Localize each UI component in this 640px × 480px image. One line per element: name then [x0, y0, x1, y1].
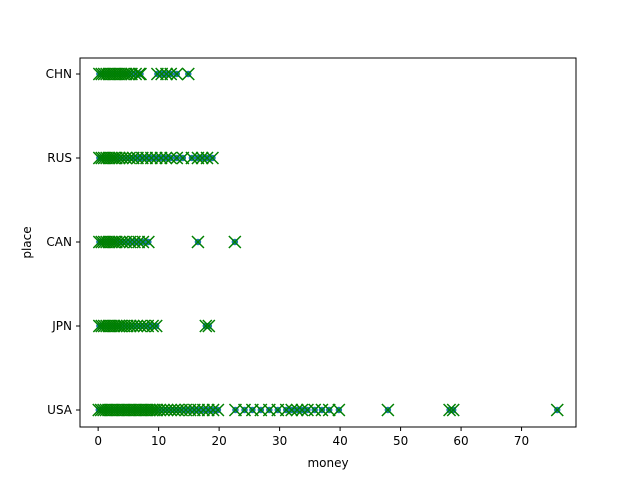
data-point-x [147, 403, 161, 417]
data-point-x [149, 319, 163, 333]
x-tick-label: 40 [332, 434, 347, 448]
data-point-x [170, 151, 184, 165]
data-point-x [114, 319, 128, 333]
data-point-x [191, 235, 205, 249]
data-point-x [201, 403, 215, 417]
data-point-x [290, 403, 304, 417]
x-tick-label: 0 [94, 434, 102, 448]
data-point-x [170, 67, 184, 81]
y-axis: USA JPN CAN RUS CHN [46, 67, 80, 417]
data-point-x [211, 403, 225, 417]
data-point-x [149, 151, 163, 165]
data-point-x [155, 67, 169, 81]
data-point-x [195, 151, 209, 165]
x-tick-label: 10 [151, 434, 166, 448]
data-point-x [135, 151, 149, 165]
data-point-x [117, 319, 131, 333]
y-tick-label: CHN [46, 67, 72, 81]
data-point-x [202, 319, 216, 333]
data-point-x [279, 403, 293, 417]
data-point-x [109, 235, 123, 249]
data-point-x [120, 319, 134, 333]
x-axis: 0 10 20 30 40 50 60 70 [94, 427, 529, 448]
x-tick-label: 60 [453, 434, 468, 448]
y-tick-label: CAN [46, 235, 72, 249]
data-point-x [332, 403, 346, 417]
data-point-x [164, 151, 178, 165]
data-point-x [228, 235, 242, 249]
chart-marks [92, 67, 564, 417]
data-point-x [123, 319, 137, 333]
data-point-x [133, 67, 148, 81]
x-tick-label: 30 [272, 434, 287, 448]
data-point-x [176, 151, 190, 165]
data-point-x [196, 403, 210, 417]
data-point-x [550, 403, 564, 417]
data-point-x [112, 151, 126, 165]
data-point-x [112, 235, 126, 249]
data-point-x [141, 235, 155, 249]
data-point-x [205, 151, 219, 165]
data-point-x [443, 403, 457, 417]
data-point-x [146, 319, 160, 333]
data-point-x [199, 319, 213, 333]
data-point-x [206, 403, 220, 417]
data-point-x [228, 403, 242, 417]
data-point-x [136, 235, 150, 249]
data-point-x [109, 151, 123, 165]
data-point-x [295, 403, 309, 417]
data-point-x [140, 151, 154, 165]
data-point-x [181, 67, 195, 81]
data-point-x [159, 67, 174, 81]
y-axis-label: place [20, 226, 34, 258]
data-point-x [126, 151, 140, 165]
data-point-x [285, 403, 299, 417]
y-tick-label: JPN [51, 319, 72, 333]
data-point-x [144, 151, 158, 165]
data-point-x [129, 67, 143, 81]
data-point-x [192, 403, 206, 417]
data-point-x [150, 403, 164, 417]
data-point-x [132, 235, 146, 249]
x-tick-label: 50 [393, 434, 408, 448]
x-axis-label: money [307, 456, 348, 470]
data-point-x [191, 151, 205, 165]
data-point-x [381, 403, 395, 417]
data-point-x [132, 67, 146, 81]
data-point-x [130, 151, 144, 165]
data-point-x [119, 67, 133, 81]
y-tick-label: USA [47, 403, 73, 417]
data-point-x [159, 151, 173, 165]
data-point-x [322, 403, 336, 417]
data-point-x [446, 403, 460, 417]
data-point-x [164, 67, 178, 81]
x-tick-label: 20 [211, 434, 226, 448]
x-tick-label: 70 [514, 434, 529, 448]
data-point-x [187, 403, 201, 417]
data-point-x [200, 151, 214, 165]
data-point-x [154, 151, 168, 165]
y-tick-label: RUS [47, 151, 72, 165]
data-point-x [185, 151, 199, 165]
data-point-x [150, 67, 164, 81]
